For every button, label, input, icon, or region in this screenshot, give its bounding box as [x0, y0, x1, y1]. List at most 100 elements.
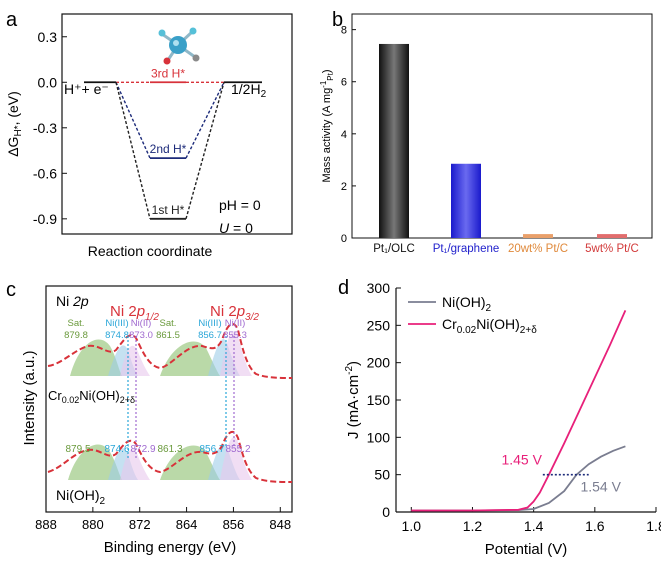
- d-x-axis-label: Potential (V): [485, 541, 568, 558]
- c-xtick-label: 848: [269, 517, 291, 532]
- c-upper-peak-value-2: 873.0: [129, 330, 153, 341]
- d-ytick-label: 300: [367, 280, 391, 296]
- c-upper-peak-value-5: 855.3: [223, 330, 247, 341]
- a-connector-right-2: [185, 82, 225, 220]
- a-left-annotation: H⁺+ e⁻: [64, 81, 109, 97]
- c-lower-sat-fill-1: [68, 444, 122, 480]
- panel-label-a: a: [6, 9, 18, 31]
- a-ytick-label: -0.3: [33, 120, 57, 136]
- d-ytick-label: 0: [382, 504, 390, 520]
- c-upper-peak-name-3: Sat.: [160, 318, 177, 329]
- panel-a-energy-diagram: 0.3 0.0 -0.3 -0.6 -0.9 3rd H* 2nd H* 1st H* H⁺…: [5, 13, 293, 259]
- a-level-label-2: 2nd H*: [150, 142, 187, 156]
- a-connector-left-1: [115, 81, 151, 159]
- panel-label-b: b: [332, 9, 343, 31]
- c-upper-peak-name-2: Ni(II): [131, 318, 152, 329]
- c-lower-sample-label: Ni(OH)2: [56, 487, 106, 507]
- c-upper-peak-name-1: Ni(III): [105, 318, 128, 329]
- a-u-annotation: U = 0: [219, 220, 253, 236]
- c-x-axis-label: Binding energy (eV): [104, 539, 237, 556]
- a-y-axis-label: ΔGH*, (eV): [5, 91, 24, 157]
- b-y-axis-label: Mass activity (A mg-1Pt): [319, 69, 335, 182]
- panel-b-bar-chart: 0 2 4 6 8 Pt₁/OLC Pt₁/graphene 20wt% Pt/C 5wt% …: [319, 13, 653, 255]
- c-xtick-label: 864: [176, 517, 198, 532]
- d-ytick-label: 150: [367, 392, 391, 408]
- c-header-ni2p: Ni 2p: [56, 293, 89, 309]
- c-xtick-label: 888: [35, 517, 57, 532]
- d-xtick-label: 1.6: [585, 518, 605, 534]
- d-ytick-label: 100: [367, 429, 391, 445]
- c-upper-peak-value-0: 879.8: [64, 330, 88, 341]
- c-lower-peak-value-0: 879.5: [65, 444, 90, 455]
- c-lower-ni2-fill-2: [220, 437, 252, 480]
- panel-c-xps-spectra: 888 880 872 864 856 848 Ni 2p Ni 2p1/2 Ni 2p3…: [21, 285, 293, 556]
- c-lower-fits: [68, 437, 252, 480]
- a-ph-annotation: pH = 0: [219, 197, 261, 213]
- b-ytick-label: 4: [341, 129, 347, 141]
- a-ytick-label: -0.6: [33, 165, 57, 181]
- a-x-axis-label: Reaction coordinate: [88, 243, 213, 259]
- c-upper-sample-label: Cr0.02Ni(OH)2+δ: [48, 388, 135, 405]
- c-upper-sat-fill-2: [160, 341, 220, 376]
- b-ytick-label: 0: [341, 233, 347, 245]
- a-ytick-label: 0.3: [38, 29, 58, 45]
- c-upper-peak-value-3: 861.5: [156, 330, 180, 341]
- c-lower-peak-value-1: 874.6: [104, 444, 129, 455]
- d-series-line-1: [411, 310, 627, 512]
- b-bar-3: [597, 234, 627, 238]
- panel-d-polarization-curves: 0 50 100 150 200 250 300 1.0 1.2 1.4 1.6 1.8 Ni(OH…: [344, 280, 661, 558]
- c-upper-ni2-fill-2: [220, 331, 252, 376]
- a-ytick-label: 0.0: [38, 74, 58, 90]
- a-ytick-label: -0.9: [33, 211, 57, 227]
- c-lower-envelope: [47, 430, 293, 483]
- d-legend: Ni(OH)2 Cr0.02Ni(OH)2+δ: [408, 294, 537, 336]
- a-level-label-1: 1st H*: [152, 203, 185, 217]
- c-upper-peak-name-4: Ni(III): [198, 318, 221, 329]
- b-category-label-1: Pt₁/graphene: [433, 243, 500, 255]
- b-ytick-label: 2: [341, 181, 347, 193]
- d-ytick-label: 250: [367, 317, 391, 333]
- c-upper-peak-value-1: 874.8: [105, 330, 129, 341]
- a-level-label-3: 3rd H*: [151, 66, 185, 80]
- c-lower-peak-value-3: 861.3: [157, 444, 182, 455]
- c-lower-sat-fill-2: [160, 445, 220, 480]
- panel-label-d: d: [338, 277, 349, 299]
- molecule-icon: [158, 27, 200, 65]
- d-y-axis-label: J (mA·cm-2): [344, 361, 362, 439]
- c-lower-peak-value-2: 872.9: [130, 444, 155, 455]
- b-ytick-label: 6: [341, 77, 347, 89]
- d-legend-label-1: Ni(OH)2: [442, 294, 492, 314]
- b-category-label-0: Pt₁/OLC: [373, 243, 415, 255]
- d-xtick-label: 1.2: [463, 518, 483, 534]
- a-right-annotation: 1/2H2: [231, 81, 267, 100]
- d-legend-label-2: Cr0.02Ni(OH)2+δ: [442, 316, 537, 336]
- panel-label-c: c: [6, 279, 16, 301]
- c-header-ni2p12: Ni 2p1/2: [110, 303, 159, 323]
- c-lower-peak-value-5: 855.2: [225, 444, 250, 455]
- d-xtick-label: 1.8: [646, 518, 661, 534]
- b-bar-2: [523, 234, 553, 238]
- b-bar-1: [451, 163, 481, 238]
- d-ytick-label: 50: [374, 467, 390, 483]
- a-connector-left-2: [115, 82, 151, 219]
- c-lower-peak-value-4: 856.7: [199, 444, 224, 455]
- a-connector-right-1: [185, 81, 225, 159]
- c-xtick-label: 856: [223, 517, 245, 532]
- c-xtick-label: 880: [82, 517, 104, 532]
- c-xtick-label: 872: [129, 517, 151, 532]
- c-y-axis-label: Intensity (a.u.): [21, 350, 38, 445]
- b-ytick-label: 8: [341, 25, 347, 37]
- c-header-ni2p32: Ni 2p3/2: [210, 303, 259, 323]
- b-bar-0: [379, 43, 409, 238]
- d-ytick-label: 200: [367, 355, 391, 371]
- c-upper-peak-name-0: Sat.: [68, 318, 85, 329]
- b-category-label-2: 20wt% Pt/C: [508, 243, 568, 255]
- c-guide-lines: [127, 336, 235, 460]
- d-annotation-ni: 1.54 V: [580, 479, 621, 495]
- d-annotation-cr: 1.45 V: [501, 452, 542, 468]
- b-category-label-3: 5wt% Pt/C: [585, 243, 639, 255]
- d-xtick-label: 1.4: [524, 518, 544, 534]
- d-xtick-label: 1.0: [402, 518, 422, 534]
- c-upper-peak-value-4: 856.7: [198, 330, 222, 341]
